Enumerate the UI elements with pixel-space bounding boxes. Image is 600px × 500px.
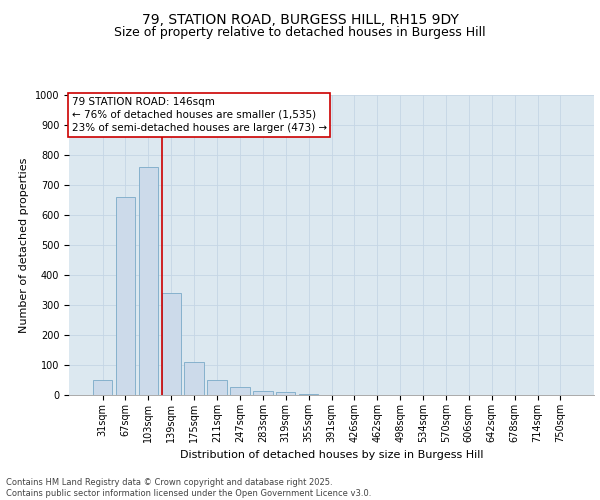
Bar — [116, 197, 135, 395]
Bar — [93, 380, 112, 395]
Bar — [139, 167, 158, 395]
Bar — [299, 394, 319, 395]
Bar — [208, 380, 227, 395]
Bar — [184, 362, 204, 395]
Text: 79, STATION ROAD, BURGESS HILL, RH15 9DY: 79, STATION ROAD, BURGESS HILL, RH15 9DY — [142, 12, 458, 26]
X-axis label: Distribution of detached houses by size in Burgess Hill: Distribution of detached houses by size … — [180, 450, 483, 460]
Y-axis label: Number of detached properties: Number of detached properties — [19, 158, 29, 332]
Bar — [253, 390, 272, 395]
Bar — [276, 392, 295, 395]
Text: Size of property relative to detached houses in Burgess Hill: Size of property relative to detached ho… — [114, 26, 486, 39]
Text: 79 STATION ROAD: 146sqm
← 76% of detached houses are smaller (1,535)
23% of semi: 79 STATION ROAD: 146sqm ← 76% of detache… — [71, 96, 327, 133]
Bar — [161, 293, 181, 395]
Bar — [230, 386, 250, 395]
Text: Contains HM Land Registry data © Crown copyright and database right 2025.
Contai: Contains HM Land Registry data © Crown c… — [6, 478, 371, 498]
